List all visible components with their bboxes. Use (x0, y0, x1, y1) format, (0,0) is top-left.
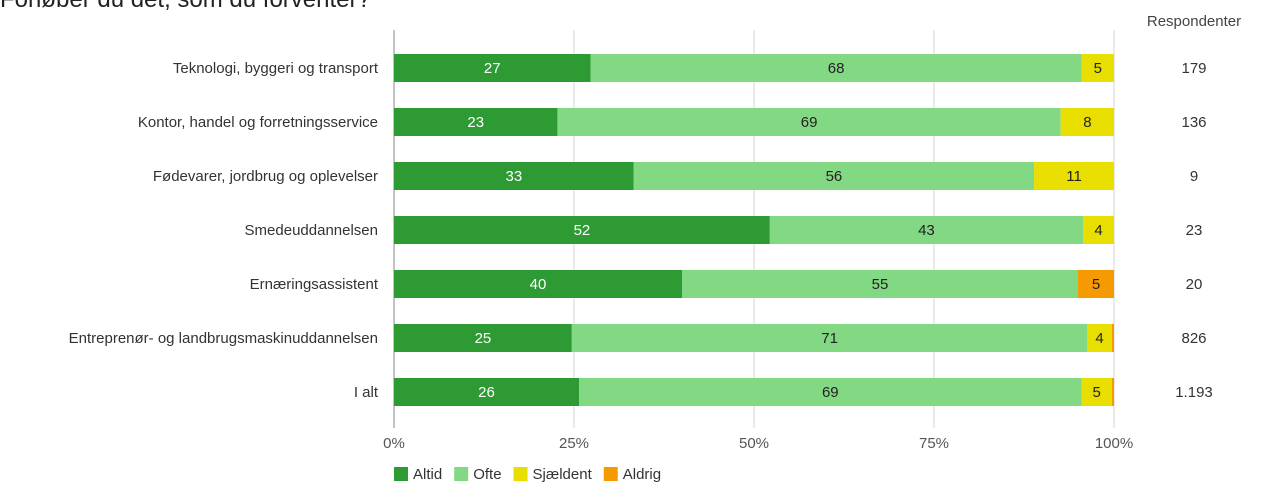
legend-swatch (513, 467, 528, 481)
category-labels: Teknologi, byggeri og transport Kontor, h… (69, 60, 379, 401)
respondents-header: Respondenter (1147, 13, 1241, 30)
bar-segment-aldrig (1078, 270, 1114, 298)
legend-label: Sjældent (533, 466, 593, 483)
legend-swatch (394, 467, 408, 481)
data-label: 5 (1093, 384, 1101, 401)
respondents-column: Respondenter 179 136 9 23 20 826 1.193 (1147, 13, 1241, 401)
bar-segment-ofte (590, 54, 1082, 82)
category-label: Teknologi, byggeri og transport (173, 60, 379, 77)
data-label: 8 (1083, 114, 1091, 131)
legend-swatch (454, 467, 469, 481)
x-tick-label: 75% (919, 435, 949, 452)
data-label: 71 (821, 330, 838, 347)
legend-label: Ofte (473, 466, 501, 483)
bar-segment-altid (394, 378, 580, 406)
x-tick-label: 25% (559, 435, 589, 452)
data-label: 55 (872, 276, 889, 293)
bars (394, 54, 1114, 406)
data-label: 11 (1066, 168, 1082, 185)
category-label: I alt (354, 384, 379, 401)
data-label: 43 (918, 222, 935, 239)
bar-segment-altid (394, 162, 634, 190)
respondents-value: 20 (1186, 276, 1203, 293)
bar-segment-sjældent (1034, 162, 1114, 190)
bar-segment-sjældent (1081, 378, 1112, 406)
data-label: 27 (484, 60, 501, 77)
bar-segment-aldrig (1111, 378, 1114, 406)
data-label: 56 (826, 168, 843, 185)
data-label: 68 (828, 60, 845, 77)
data-label: 25 (475, 330, 492, 347)
bar-segment-ofte (557, 108, 1061, 136)
bar-segment-ofte (579, 378, 1082, 406)
respondents-value: 826 (1181, 330, 1206, 347)
category-label: Entreprenør- og landbrugsmaskinuddannels… (69, 330, 378, 347)
x-tick-label: 100% (1095, 435, 1133, 452)
respondents-value: 23 (1186, 222, 1203, 239)
respondents-value: 136 (1181, 114, 1206, 131)
legend-item: Ofte (454, 466, 502, 483)
bar-segment-ofte (633, 162, 1035, 190)
legend-label: Altid (413, 466, 442, 483)
legend-label: Aldrig (623, 466, 661, 483)
x-axis-tick-labels: 0% 25% 50% 75% 100% (383, 435, 1133, 452)
bar-segment-sjældent (1060, 108, 1114, 136)
legend-item: Sjældent (513, 466, 593, 483)
bar-segment-sjældent (1087, 324, 1112, 352)
bar-segment-ofte (769, 216, 1084, 244)
data-label: 4 (1095, 330, 1103, 347)
respondents-value: 9 (1190, 168, 1198, 185)
category-label: Fødevarer, jordbrug og oplevelser (153, 168, 378, 185)
bar-segment-altid (394, 54, 591, 82)
legend-item: Aldrig (603, 466, 661, 483)
data-label: 33 (506, 168, 523, 185)
x-tick-label: 50% (739, 435, 769, 452)
chart-title: Forløber du det, som du forventer? (0, 0, 371, 14)
respondents-value: 179 (1181, 60, 1206, 77)
bar-segment-altid (394, 324, 572, 352)
bar-segment-ofte (682, 270, 1078, 298)
data-label: 40 (530, 276, 547, 293)
bar-segment-altid (394, 108, 558, 136)
data-label: 69 (801, 114, 818, 131)
category-label: Ernæringsassistent (250, 276, 379, 293)
bar-segment-aldrig (1111, 324, 1114, 352)
respondents-value: 1.193 (1175, 384, 1213, 401)
bar-segment-sjældent (1081, 54, 1114, 82)
legend: Altid Ofte Sjældent Aldrig (394, 466, 661, 483)
bar-segment-sjældent (1083, 216, 1114, 244)
data-label: 5 (1092, 276, 1100, 293)
bar-segment-altid (394, 270, 682, 298)
data-label: 23 (467, 114, 484, 131)
legend-swatch (603, 467, 618, 481)
data-label: 52 (574, 222, 591, 239)
bar-segment-altid (394, 216, 770, 244)
data-label: 4 (1094, 222, 1102, 239)
data-label: 5 (1094, 60, 1102, 77)
data-label: 26 (478, 384, 495, 401)
legend-item: Altid (394, 466, 442, 483)
x-tick-label: 0% (383, 435, 405, 452)
category-label: Kontor, handel og forretningsservice (138, 114, 378, 131)
category-label: Smedeuddannelsen (245, 222, 378, 239)
bar-segment-ofte (571, 324, 1088, 352)
data-label: 69 (822, 384, 839, 401)
